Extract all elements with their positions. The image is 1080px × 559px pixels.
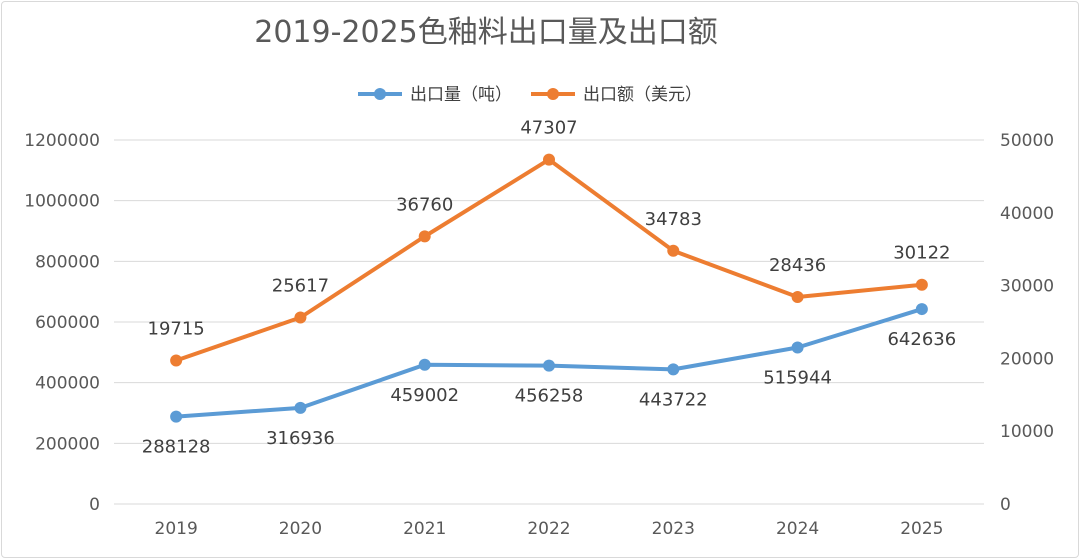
left-axis-tick-label: 200000 (35, 434, 100, 454)
left-axis-tick-label: 1000000 (24, 192, 100, 212)
data-point (791, 341, 804, 354)
data-point (667, 363, 680, 376)
x-axis-tick-label: 2021 (403, 519, 446, 539)
right-axis: 0 10000 20000 30000 40000 50000 (1000, 131, 1054, 515)
data-label: 19715 (148, 318, 205, 339)
x-axis-tick-label: 2024 (776, 519, 819, 539)
left-axis-tick-label: 0 (89, 495, 100, 515)
grid-lines (114, 139, 984, 505)
x-axis-tick-label: 2025 (900, 519, 943, 539)
data-label: 642636 (887, 329, 956, 350)
data-label: 288128 (142, 437, 211, 458)
legend-label-1: 出口量（吨） (410, 85, 512, 105)
right-axis-tick-label: 20000 (1000, 349, 1054, 369)
right-axis-tick-label: 30000 (1000, 277, 1054, 297)
data-label: 443722 (639, 389, 708, 410)
data-point (418, 230, 431, 243)
legend-marker-2 (547, 88, 559, 100)
data-label: 36760 (396, 194, 453, 215)
data-point (915, 303, 928, 316)
data-label: 515944 (763, 367, 832, 388)
x-axis: 2019 2020 2021 2022 2023 2024 2025 (155, 519, 944, 539)
data-label: 28436 (769, 255, 826, 276)
chart-title: 2019-2025色釉料出口量及出口额 (254, 15, 718, 50)
data-point (418, 358, 431, 371)
data-label: 34783 (645, 209, 702, 230)
right-axis-tick-label: 0 (1000, 495, 1011, 515)
data-label: 316936 (266, 428, 335, 449)
x-axis-tick-label: 2020 (279, 519, 322, 539)
data-point (294, 401, 307, 414)
left-axis-tick-label: 800000 (35, 252, 100, 272)
right-axis-tick-label: 50000 (1000, 131, 1054, 151)
data-point (667, 244, 680, 257)
data-label: 30122 (893, 243, 950, 264)
data-label: 459002 (390, 385, 459, 406)
data-point (543, 359, 555, 372)
legend: 出口量（吨） 出口额（美元） (358, 85, 702, 105)
data-point (294, 311, 307, 324)
data-label: 25617 (272, 276, 329, 297)
series-layer (170, 153, 928, 423)
data-label: 47307 (520, 118, 577, 139)
data-point (915, 278, 928, 291)
data-labels: 288128 316936 459002 456258 443722 515944 6426… (142, 118, 956, 458)
left-axis-tick-label: 600000 (35, 313, 100, 333)
legend-marker-1 (374, 88, 386, 100)
x-axis-tick-label: 2022 (527, 519, 570, 539)
left-axis-tick-label: 1200000 (24, 131, 100, 151)
left-axis: 0 200000 400000 600000 800000 1000000 1200000 (24, 131, 100, 515)
data-point (170, 410, 183, 423)
x-axis-tick-label: 2023 (652, 519, 695, 539)
legend-label-2: 出口额（美元） (583, 85, 702, 105)
data-label: 456258 (515, 386, 584, 407)
data-point (791, 290, 804, 303)
left-axis-tick-label: 400000 (35, 374, 100, 394)
right-axis-tick-label: 40000 (1000, 204, 1054, 224)
data-point (543, 153, 555, 166)
x-axis-tick-label: 2019 (155, 519, 198, 539)
right-axis-tick-label: 10000 (1000, 422, 1054, 442)
data-point (170, 354, 183, 367)
